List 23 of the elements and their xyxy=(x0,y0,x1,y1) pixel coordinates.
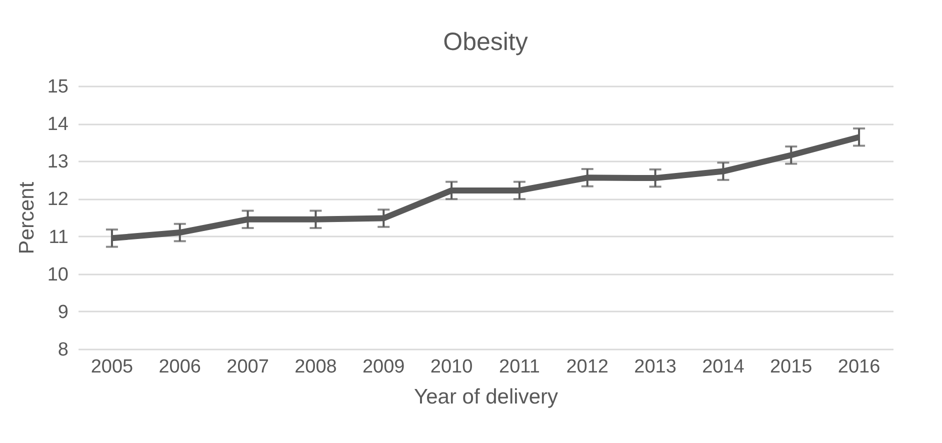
y-tick-label: 15 xyxy=(47,76,68,98)
y-tick-label: 9 xyxy=(58,302,68,323)
y-tick-label: 10 xyxy=(47,264,68,286)
x-tick-label: 2011 xyxy=(499,356,540,378)
y-axis-title: Percent xyxy=(15,182,38,254)
y-tick-label: 13 xyxy=(47,152,68,173)
x-tick-label: 2015 xyxy=(770,356,812,378)
x-tick-label: 2006 xyxy=(158,356,202,378)
x-tick-label: 2008 xyxy=(294,356,337,378)
x-tick-label: 2010 xyxy=(430,356,473,378)
x-tick-label: 2005 xyxy=(90,356,134,378)
x-tick-label: 2014 xyxy=(702,356,745,378)
x-tick-label: 2007 xyxy=(226,356,269,378)
y-tick-label: 14 xyxy=(47,114,69,136)
x-tick-label: 2016 xyxy=(838,356,880,378)
x-tick-label: 2013 xyxy=(634,356,676,378)
x-tick-label: 2009 xyxy=(362,356,405,378)
y-tick-label: 11 xyxy=(48,226,68,248)
chart-title: Obesity xyxy=(443,28,528,56)
y-tick-label: 8 xyxy=(58,340,68,360)
x-axis-title: Year of delivery xyxy=(414,386,558,408)
y-tick-label: 12 xyxy=(47,189,68,210)
x-tick-label: 2012 xyxy=(566,356,609,378)
